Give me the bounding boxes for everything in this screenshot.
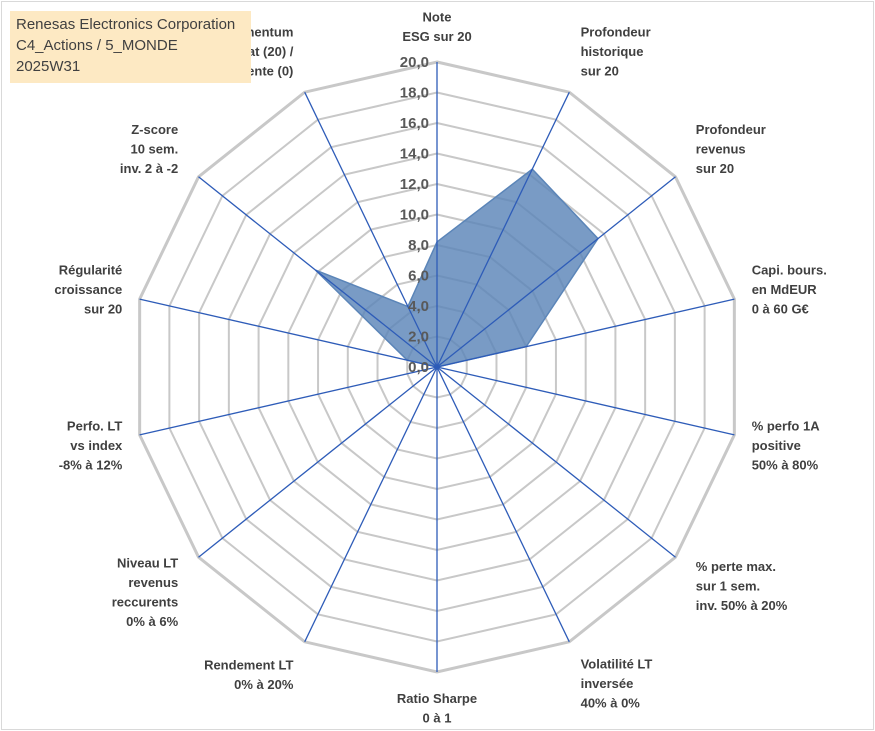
category-label: Z-score 10 sem. inv. 2 à -2: [120, 122, 178, 176]
category-label-line: sur 20: [84, 302, 122, 317]
category-label-line: 0% à 20%: [234, 677, 294, 692]
category-label-line: Vente (0): [239, 64, 293, 79]
axis-spoke: [198, 176, 438, 368]
radar-axes: [139, 62, 735, 672]
category-label-line: -8% à 12%: [59, 458, 123, 473]
tick-label: 4,0: [408, 298, 429, 315]
category-label-line: ESG sur 20: [402, 29, 471, 44]
category-label: Niveau LT revenus reccurents 0% à 6%: [112, 555, 179, 629]
category-label: Volatilité LT inversée 40% à 0%: [581, 656, 653, 710]
category-label-line: vs index: [70, 438, 123, 453]
category-label: % perfo 1A positive 50% à 80%: [752, 419, 821, 473]
radar-category-labels: Note ESG sur 20 Profondeur historique sur 20…: [54, 10, 826, 726]
tick-label: 12,0: [400, 176, 429, 193]
category-label-line: Profondeur: [696, 122, 766, 137]
category-label-line: Capi. bours.: [752, 263, 827, 278]
category-label-line: inv. 2 à -2: [120, 161, 178, 176]
axis-spoke: [304, 91, 438, 368]
category-label-line: revenus: [696, 142, 746, 157]
category-label-line: % perte max.: [696, 559, 776, 574]
chart-title-box: Renesas Electronics Corporation C4_Actio…: [10, 11, 251, 83]
category-label-line: inv. 50% à 20%: [696, 598, 788, 613]
axis-spoke: [198, 366, 438, 558]
title-line-company: Renesas Electronics Corporation: [16, 16, 236, 33]
title-line-week: 2025W31: [16, 58, 81, 75]
axis-spoke: [436, 298, 735, 368]
tick-label: 10,0: [400, 207, 429, 224]
category-label-line: Volatilité LT: [581, 656, 653, 671]
category-label-line: Ratio Sharpe: [397, 691, 477, 706]
tick-label: 0,0: [408, 359, 429, 376]
tick-label: 20,0: [400, 54, 429, 71]
category-label: Profondeur historique sur 20: [581, 25, 651, 79]
axis-spoke: [436, 366, 676, 558]
axis-spoke: [139, 298, 438, 368]
axis-spoke: [304, 366, 438, 643]
category-label-line: sur 1 sem.: [696, 579, 760, 594]
category-label: Capi. bours. en MdEUR 0 à 60 G€: [752, 263, 827, 317]
title-line-portfolio: C4_Actions / 5_MONDE: [16, 37, 178, 54]
category-label-line: % perfo 1A: [752, 419, 821, 434]
category-label-line: Perfo. LT: [67, 419, 122, 434]
category-label: % perte max. sur 1 sem. inv. 50% à 20%: [696, 559, 788, 613]
category-label-line: 0% à 6%: [126, 614, 178, 629]
tick-label: 16,0: [400, 115, 429, 132]
category-label-line: sur 20: [581, 64, 619, 79]
axis-spoke: [436, 176, 676, 368]
axis-spoke: [139, 366, 438, 436]
category-label: Perfo. LT vs index -8% à 12%: [59, 419, 123, 473]
category-label: Profondeur revenus sur 20: [696, 122, 766, 176]
radar-tick-labels: 0,0 2,0 4,0 6,0 8,0 10,0 12,0 14,0 16,0 18,0 20,0: [400, 54, 429, 376]
category-label-line: inversée: [581, 676, 634, 691]
category-label-line: 0 à 1: [423, 711, 452, 726]
category-label-line: Profondeur: [581, 25, 651, 40]
category-label-line: en MdEUR: [752, 282, 818, 297]
category-label-line: Note: [423, 10, 452, 25]
category-label-line: positive: [752, 438, 801, 453]
category-label-line: revenus: [128, 575, 178, 590]
tick-label: 2,0: [408, 329, 429, 346]
tick-label: 18,0: [400, 85, 429, 102]
axis-spoke: [436, 366, 570, 643]
axis-spoke: [436, 366, 735, 436]
category-label: Ratio Sharpe 0 à 1: [397, 691, 477, 726]
category-label-line: 0 à 60 G€: [752, 302, 809, 317]
category-label-line: 40% à 0%: [581, 695, 641, 710]
category-label: Rendement LT 0% à 20%: [204, 657, 294, 692]
tick-label: 8,0: [408, 237, 429, 254]
category-label-line: Rendement LT: [204, 657, 293, 672]
category-label-line: Régularité: [59, 263, 123, 278]
category-label-line: 50% à 80%: [752, 458, 819, 473]
category-label-line: reccurents: [112, 594, 178, 609]
tick-label: 14,0: [400, 146, 429, 163]
category-label: Régularité croissance sur 20: [54, 263, 122, 317]
category-label-line: croissance: [54, 282, 122, 297]
category-label-line: Z-score: [131, 122, 178, 137]
category-label-line: historique: [581, 44, 644, 59]
category-label-line: 10 sem.: [130, 142, 178, 157]
category-label-line: Niveau LT: [117, 555, 178, 570]
category-label: Note ESG sur 20: [402, 10, 471, 45]
tick-label: 6,0: [408, 268, 429, 285]
axis-spoke: [436, 91, 570, 368]
category-label-line: sur 20: [696, 161, 734, 176]
